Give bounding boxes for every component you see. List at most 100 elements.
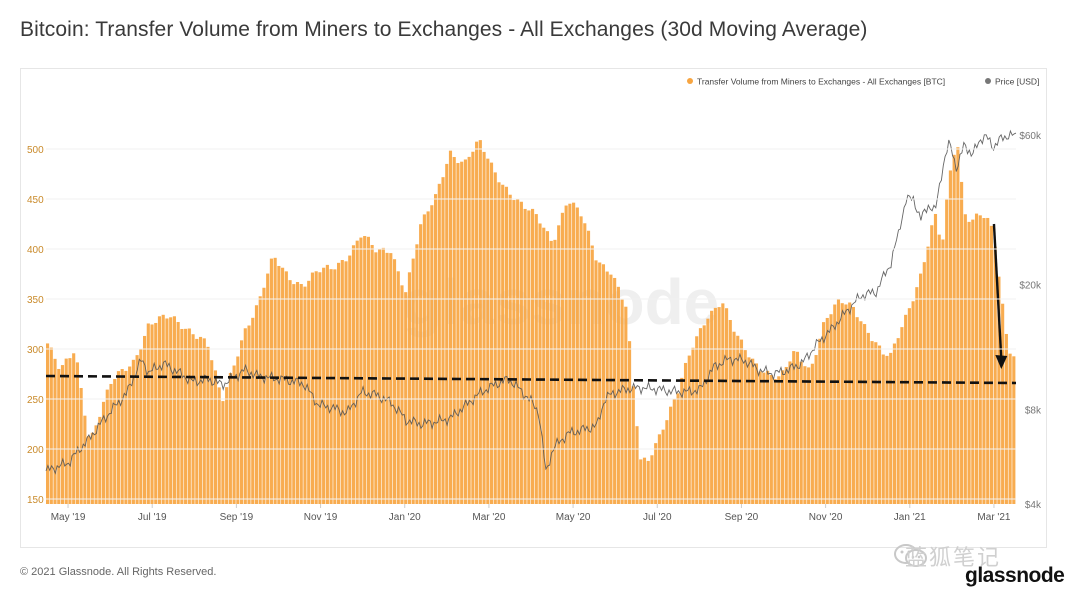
volume-bar <box>687 355 691 504</box>
volume-bar <box>818 338 822 504</box>
volume-bar <box>572 202 576 504</box>
y-right-tick-label: $20k <box>1019 281 1042 292</box>
volume-bar <box>967 221 971 504</box>
volume-bar <box>419 224 423 504</box>
volume-bar <box>542 227 546 504</box>
volume-bar <box>814 355 818 504</box>
volume-bar <box>1008 353 1012 504</box>
volume-bar <box>98 416 102 504</box>
volume-bar <box>430 205 434 504</box>
volume-bar <box>471 151 475 504</box>
brand-watermark: glassnode <box>965 564 1065 587</box>
volume-bar <box>60 365 65 504</box>
volume-bar <box>228 372 232 504</box>
volume-bar <box>751 358 755 504</box>
volume-bar <box>516 199 520 504</box>
volume-bar <box>411 258 415 504</box>
volume-bar <box>478 140 482 505</box>
volume-bar <box>489 162 494 504</box>
volume-bar <box>665 420 669 504</box>
volume-bar <box>717 307 721 504</box>
volume-bar <box>217 387 221 504</box>
volume-bar <box>445 163 449 505</box>
volume-bar <box>441 177 445 504</box>
volume-bar <box>579 216 583 504</box>
volume-bar <box>747 357 751 504</box>
y-left-tick-label: 250 <box>27 395 44 406</box>
volume-bar <box>299 284 303 504</box>
volume-bar <box>840 303 844 504</box>
volume-bar <box>475 141 479 504</box>
volume-bar <box>672 399 676 504</box>
y-right-tick-label: $4k <box>1025 500 1042 511</box>
volume-bar <box>486 158 490 504</box>
volume-bar <box>348 255 352 504</box>
volume-bar <box>762 372 766 504</box>
volume-bar <box>243 328 247 504</box>
volume-bar <box>281 267 285 504</box>
volume-bar <box>874 342 878 504</box>
volume-bar <box>545 231 550 504</box>
volume-bar <box>202 338 206 504</box>
volume-bar <box>766 370 770 504</box>
volume-bar <box>788 361 792 504</box>
volume-bar <box>396 271 400 504</box>
volume-bar <box>452 157 456 504</box>
volume-bar <box>247 325 251 504</box>
volume-bar <box>822 322 826 504</box>
x-tick-label: Sep '19 <box>220 512 254 523</box>
volume-bar <box>370 244 374 505</box>
volume-bar <box>150 324 154 504</box>
volume-bar <box>120 369 124 504</box>
axes-layer: 150 200 250 300 350 400 450 500 $4k $8k $20k $60k Ma… <box>27 131 1042 523</box>
volume-bar <box>631 386 635 504</box>
volume-bar <box>131 359 135 504</box>
volume-bar <box>64 358 68 504</box>
volume-bar <box>628 341 632 504</box>
volume-bar <box>534 214 538 504</box>
volume-bar <box>911 301 915 504</box>
volume-bar <box>978 215 982 504</box>
volume-bar <box>583 223 587 504</box>
volume-bar <box>467 156 471 504</box>
volume-bar <box>807 367 811 504</box>
volume-bar <box>553 239 557 505</box>
down-arrow-head <box>995 355 1008 369</box>
volume-bar <box>258 296 262 504</box>
volume-bar <box>933 213 938 505</box>
legend-price-marker <box>985 78 991 84</box>
volume-bar <box>251 317 255 504</box>
volume-bar <box>191 334 195 504</box>
volume-bar <box>72 353 76 504</box>
volume-bar <box>982 218 986 504</box>
volume-bar <box>135 355 139 504</box>
volume-bar <box>960 181 964 504</box>
volume-bar <box>739 339 744 504</box>
volume-bar <box>881 354 885 504</box>
volume-bar <box>337 262 341 504</box>
volume-bar <box>945 199 949 504</box>
volume-bar <box>124 370 128 504</box>
volume-bar <box>161 314 165 504</box>
volume-bar <box>318 272 322 504</box>
volume-bar <box>101 401 106 504</box>
x-tick-label: Mar '20 <box>472 512 505 523</box>
volume-bar <box>919 273 923 504</box>
volume-bar <box>422 214 426 504</box>
y-left-tick-label: 450 <box>27 195 44 206</box>
volume-bar <box>531 208 535 504</box>
volume-bar <box>497 182 501 504</box>
volume-bar <box>415 244 419 504</box>
volume-bar <box>754 363 758 504</box>
volume-bar <box>240 340 244 504</box>
volume-bar <box>79 388 83 504</box>
volume-bar <box>460 161 464 504</box>
legend-volume-label: Transfer Volume from Miners to Exchanges… <box>697 77 945 87</box>
volume-bar <box>303 286 307 504</box>
volume-bar <box>198 336 203 504</box>
y-left-tick-label: 500 <box>27 145 44 156</box>
volume-bar <box>956 147 960 504</box>
volume-bar <box>292 284 296 504</box>
volume-bar <box>792 351 796 504</box>
volume-bar <box>49 347 53 504</box>
